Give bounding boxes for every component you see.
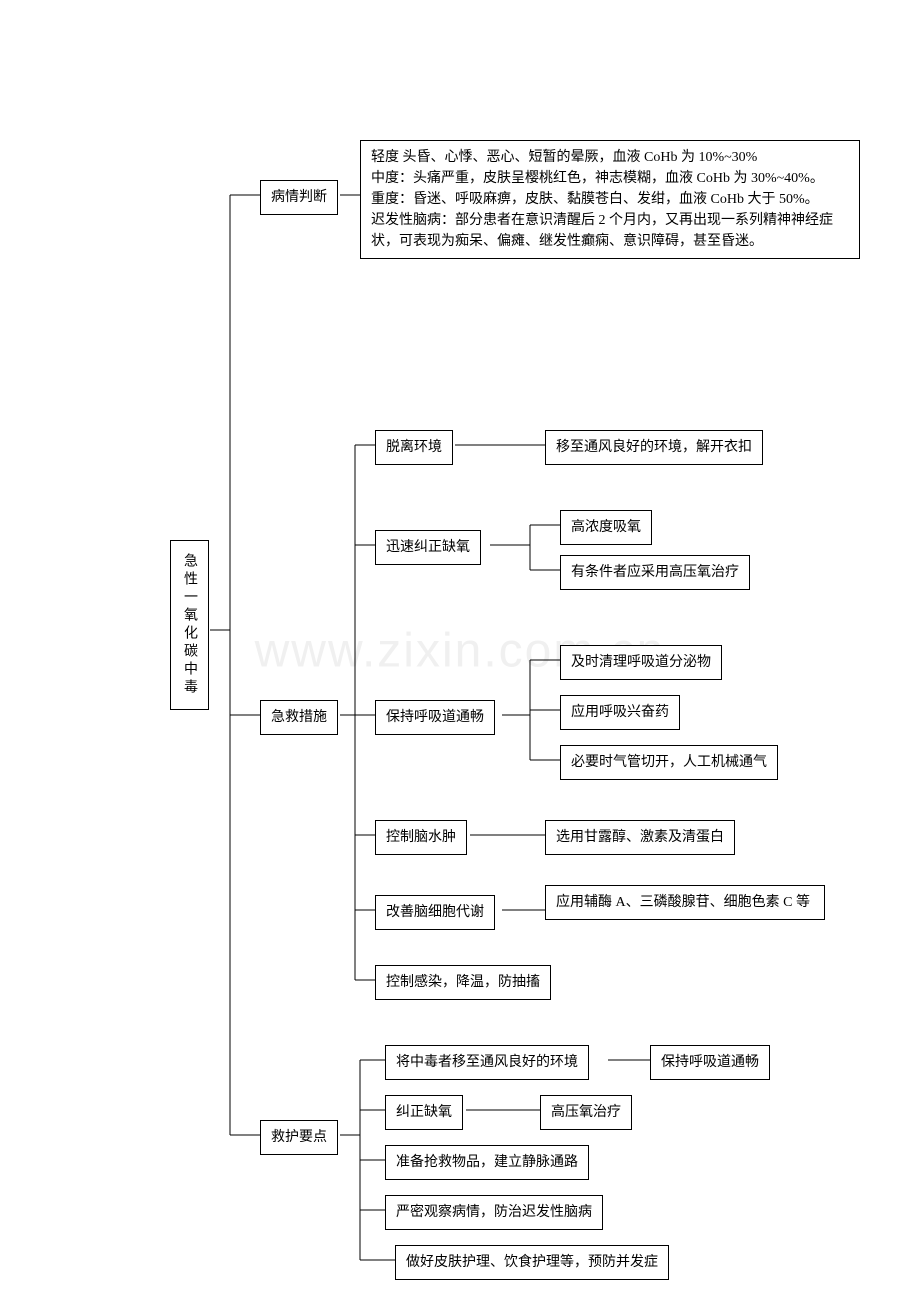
connector-lines [0, 0, 920, 1302]
flowchart-diagram: 急性一氧化碳中毒 病情判断 轻度 头昏、心悸、恶心、短暂的晕厥，血液 CoHb … [0, 0, 920, 1302]
